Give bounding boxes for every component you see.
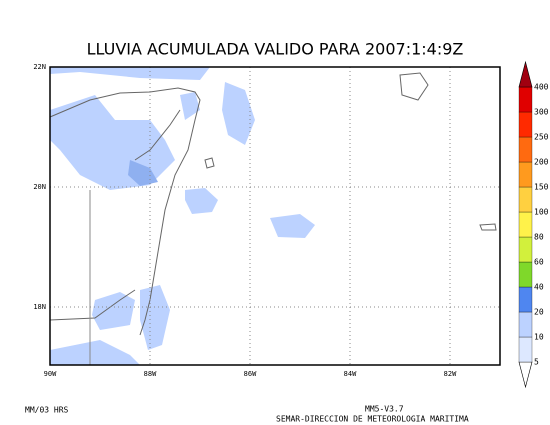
lon-label: 86W: [244, 370, 257, 378]
colorbar-label: 100: [534, 208, 549, 217]
map-title: LLUVIA ACUMULADA VALIDO PARA 2007:1:4:9Z: [87, 40, 464, 59]
colorbar-label: 150: [534, 183, 549, 192]
colorbar-label: 80: [534, 233, 544, 242]
lat-label: 18N: [33, 303, 46, 311]
colorbar-segment: [518, 186, 533, 213]
coastline: [49, 72, 497, 365]
colorbar-end: [518, 361, 533, 389]
colorbar-label: 20: [534, 308, 544, 317]
colorbar: [518, 60, 533, 389]
colorbar-label: 400: [534, 83, 549, 92]
colorbar-segment: [518, 211, 533, 238]
lon-label: 90W: [44, 370, 57, 378]
colorbar-end: [518, 60, 533, 88]
colorbar-segment: [518, 161, 533, 188]
footer-model: MM5-V3.7: [365, 405, 404, 414]
map-frame: [49, 66, 501, 366]
colorbar-segment: [518, 336, 533, 363]
colorbar-label: 300: [534, 108, 549, 117]
colorbar-segment: [518, 286, 533, 313]
colorbar-label: 40: [534, 283, 544, 292]
colorbar-segment: [518, 236, 533, 263]
lon-label: 84W: [344, 370, 357, 378]
colorbar-label: 200: [534, 158, 549, 167]
lat-label: 22N: [33, 63, 46, 71]
footer-left: MM/03 HRS: [25, 406, 69, 415]
colorbar-segment: [518, 136, 533, 163]
lon-label: 88W: [144, 370, 157, 378]
colorbar-segment: [518, 86, 533, 113]
colorbar-label: 10: [534, 333, 544, 342]
lat-label: 20N: [33, 183, 46, 191]
colorbar-label: 60: [534, 258, 544, 267]
colorbar-label: 250: [534, 133, 549, 142]
footer-agency: SEMAR-DIRECCION DE METEOROLOGIA MARITIMA: [276, 415, 469, 424]
colorbar-label: 5: [534, 358, 539, 367]
lon-label: 82W: [444, 370, 457, 378]
colorbar-segment: [518, 311, 533, 338]
colorbar-segment: [518, 261, 533, 288]
colorbar-segment: [518, 111, 533, 138]
